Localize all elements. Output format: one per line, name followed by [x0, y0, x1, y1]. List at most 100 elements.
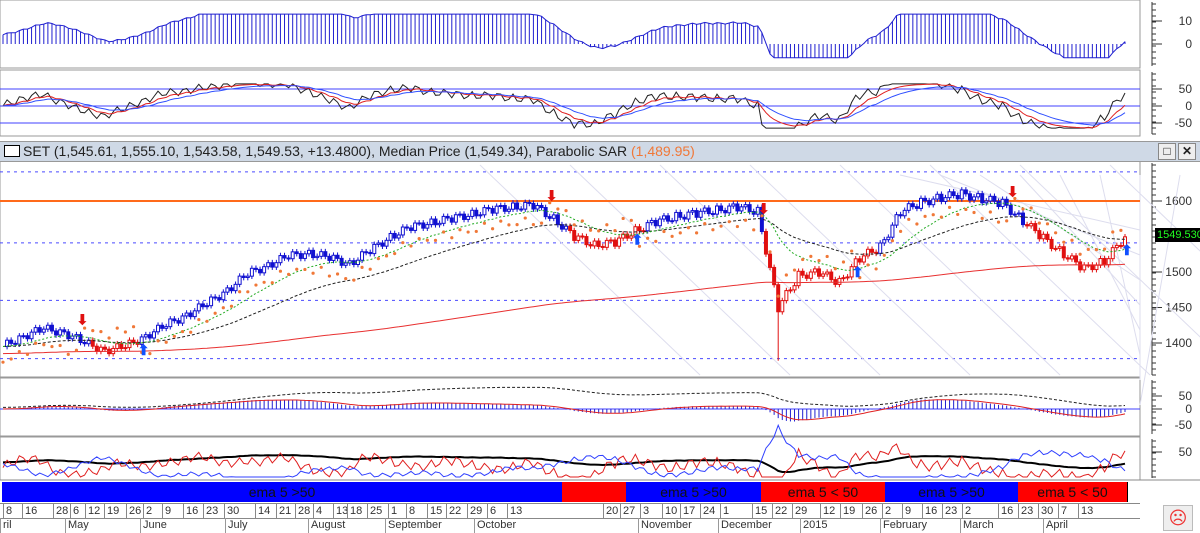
sar-label: Parabolic SAR [536, 143, 628, 159]
candle [1012, 213, 1017, 216]
sar-dot [890, 239, 895, 243]
candle [657, 218, 662, 227]
month-tick-label: July [225, 518, 248, 533]
trend-banner: ema 5 >50 [626, 482, 762, 502]
candle [951, 191, 956, 197]
candle [686, 211, 691, 220]
close-button[interactable]: ✕ [1178, 143, 1196, 160]
sar-dot [670, 234, 674, 238]
sar-dot [303, 267, 307, 272]
sar-dot [980, 216, 984, 220]
sar-dot [760, 214, 764, 218]
sar-dot [646, 236, 650, 240]
sar-dot [662, 229, 666, 234]
sar-dot [882, 253, 886, 257]
sar-dot [58, 343, 62, 348]
candle [1016, 212, 1021, 215]
candle [1008, 204, 1013, 215]
date-tick-label: 2 [962, 504, 971, 518]
sar-dot [83, 326, 87, 330]
candle [519, 208, 524, 211]
candle [131, 339, 136, 343]
sar-dot [278, 269, 283, 273]
candle [209, 296, 214, 307]
sar-dot [597, 229, 601, 233]
macd-signal-line [2, 399, 1126, 421]
sar-dot [1094, 248, 1099, 252]
candle [690, 210, 695, 213]
sar-dot [246, 290, 250, 294]
candle [702, 207, 707, 212]
candle [311, 249, 316, 259]
date-tick-label: 7 [1058, 504, 1067, 518]
candle [196, 303, 201, 312]
gann-line [1109, 164, 1200, 252]
candle [804, 274, 809, 279]
date-tick-label: 23 [1018, 504, 1033, 518]
candle [278, 255, 283, 264]
date-tick-label: 2 [882, 504, 891, 518]
candle [755, 206, 760, 215]
candle [502, 205, 507, 212]
candle [1037, 230, 1042, 240]
candle [812, 268, 817, 273]
sar-dot [107, 336, 111, 340]
candle [270, 262, 275, 268]
candle [29, 331, 34, 340]
sar-dot [768, 250, 772, 254]
candle [800, 270, 805, 276]
sar-dot [874, 267, 878, 271]
sar-dot [972, 210, 976, 215]
date-tick-label: 6 [487, 504, 496, 518]
candle [906, 203, 911, 211]
oscillator-signal-line [2, 83, 1126, 129]
sar-dot [515, 223, 519, 227]
indicator-tick-label: 0 [1185, 402, 1192, 416]
sar-dot [792, 268, 797, 272]
candle [115, 343, 120, 349]
sar-dot [907, 217, 911, 221]
candle [666, 215, 671, 222]
candle [5, 339, 10, 348]
candle [515, 202, 520, 210]
buy-arrow-icon: ⬆ [852, 264, 864, 280]
candle [457, 213, 462, 216]
price-tick-label: 1400 [1165, 336, 1192, 350]
panel-frame-3 [0, 377, 1141, 437]
candle [653, 219, 658, 227]
ema20-line [2, 202, 1126, 347]
maximize-button[interactable]: □ [1158, 143, 1176, 160]
candle [637, 226, 642, 232]
sar-dot [180, 329, 185, 334]
sar-dot [50, 344, 54, 349]
candle [1057, 246, 1062, 249]
sar-dot [335, 272, 340, 276]
status-sad-face-icon[interactable]: ☹ [1163, 505, 1193, 531]
candle [821, 273, 826, 277]
sar-dot [580, 219, 584, 223]
candle [600, 245, 605, 248]
candle [874, 251, 879, 254]
candle [719, 205, 724, 212]
sar-dot [327, 274, 331, 278]
sar-dot [254, 283, 258, 287]
histogram-outline [2, 13, 1126, 59]
date-tick-label: 2 [143, 504, 152, 518]
candle [421, 222, 426, 229]
sar-value: (1,489.95) [631, 143, 695, 159]
candle [506, 208, 511, 212]
candle [221, 291, 226, 301]
trend-banner: ema 5 >50 [2, 482, 563, 502]
candle [1049, 238, 1054, 250]
candle [898, 214, 903, 217]
plus-di-line [2, 443, 1126, 478]
candle [388, 232, 393, 241]
sar-dot [17, 349, 21, 354]
candle [1098, 258, 1103, 266]
month-tick-label: October [474, 518, 516, 533]
candle [400, 226, 405, 236]
candle [580, 235, 585, 238]
candle [1078, 261, 1083, 271]
sar-dot [727, 220, 731, 224]
